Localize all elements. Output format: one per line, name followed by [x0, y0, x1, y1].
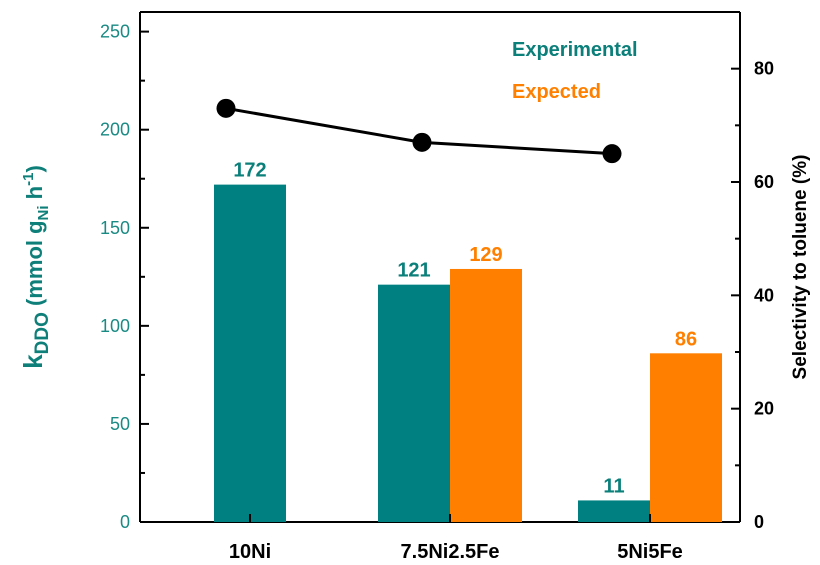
left-tick-label: 100	[100, 316, 130, 336]
right-tick-label: 80	[754, 59, 774, 79]
bar-expected	[450, 268, 522, 522]
selectivity-point	[216, 98, 236, 118]
right-tick-label: 20	[754, 399, 774, 419]
x-tick-label: 7.5Ni2.5Fe	[401, 541, 500, 563]
left-axis-label-sup: -1	[20, 173, 37, 186]
selectivity-point	[412, 132, 432, 152]
legend: Experimental Expected	[512, 39, 638, 103]
left-tick-label: 200	[100, 120, 130, 140]
x-tick-label: 5Ni5Fe	[617, 541, 683, 563]
left-axis-label-rest2: h	[22, 186, 47, 206]
left-axis-label-main: k	[18, 354, 48, 369]
left-tick-label: 250	[100, 22, 130, 42]
x-tick-label: 10Ni	[229, 541, 271, 563]
left-axis-label-sub2: Ni	[35, 205, 52, 220]
x-ticks: 10Ni 7.5Ni2.5Fe 5Ni5Fe	[229, 514, 683, 563]
right-tick-label: 40	[754, 285, 774, 305]
left-axis-label-end: )	[22, 165, 47, 172]
left-tick-label: 0	[120, 512, 130, 532]
selectivity-point	[602, 144, 622, 164]
bars	[214, 184, 722, 522]
bar-experimental	[578, 500, 650, 522]
left-ticks: 0 50 100 150 200 250	[100, 22, 149, 532]
data-label-experimental: 172	[233, 160, 266, 182]
legend-expected: Expected	[512, 81, 601, 103]
legend-experimental: Experimental	[512, 39, 638, 61]
data-label-experimental: 11	[603, 475, 624, 497]
left-axis-label: kDDO (mmol gNi h-1)	[18, 165, 53, 369]
left-tick-label: 150	[100, 218, 130, 238]
bar-experimental	[214, 184, 286, 522]
data-label-expected: 129	[469, 244, 502, 266]
left-tick-label: 50	[110, 414, 130, 434]
data-label-experimental: 121	[397, 260, 430, 282]
left-axis-label-sub: DDO	[32, 312, 53, 354]
right-axis-label: Selectivity to toluene (%)	[790, 155, 811, 380]
right-tick-label: 60	[754, 172, 774, 192]
bar-experimental	[378, 284, 450, 522]
data-label-expected: 86	[675, 328, 697, 350]
right-ticks: 0 20 40 60 80	[731, 59, 774, 532]
left-axis-label-rest: (mmol g	[22, 220, 47, 312]
selectivity-line	[216, 98, 622, 164]
bar-expected	[650, 353, 722, 522]
right-tick-label: 0	[754, 512, 764, 532]
bar-labels: 172 121 129 11 86	[233, 160, 697, 498]
